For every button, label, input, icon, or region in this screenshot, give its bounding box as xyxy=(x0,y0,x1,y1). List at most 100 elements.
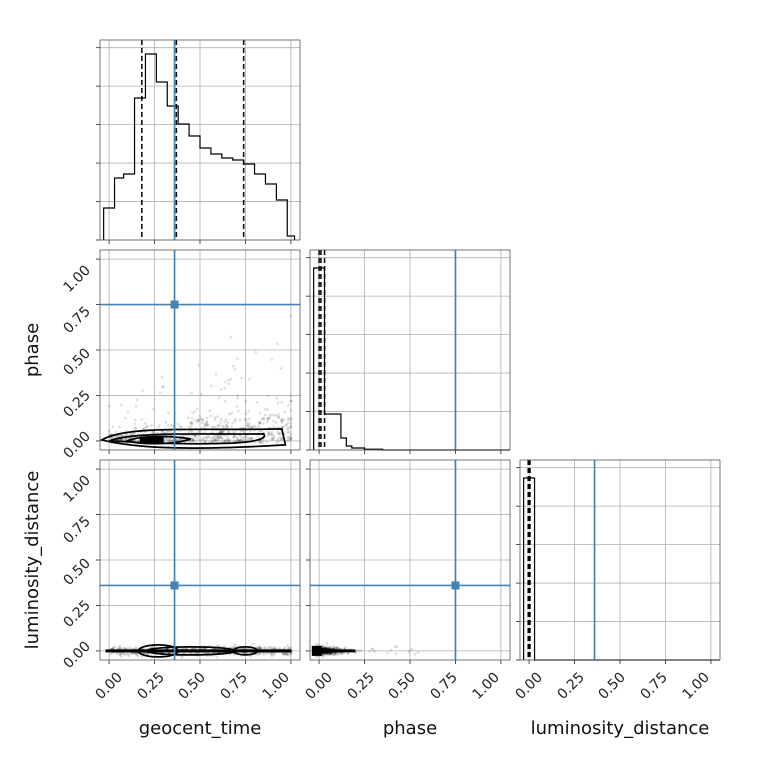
ytick-label: 0.25 xyxy=(60,388,93,421)
sample-point xyxy=(257,421,261,425)
sample-point xyxy=(328,647,332,651)
sample-point xyxy=(315,655,318,659)
sample-point xyxy=(329,652,332,656)
sample-point xyxy=(416,650,420,654)
sample-point xyxy=(196,434,199,438)
sample-point xyxy=(232,435,236,438)
sample-point xyxy=(322,647,326,651)
sample-point xyxy=(213,438,217,442)
sample-point xyxy=(251,642,255,646)
sample-point xyxy=(244,399,248,403)
sample-point xyxy=(213,418,217,421)
sample-point xyxy=(167,437,170,441)
sample-point xyxy=(265,440,269,444)
sample-point xyxy=(268,414,272,417)
sample-point xyxy=(166,430,170,434)
sample-point xyxy=(232,434,236,438)
sample-point xyxy=(336,653,340,657)
sample-point xyxy=(286,427,290,431)
sample-point xyxy=(322,646,326,650)
sample-point xyxy=(204,422,208,426)
sample-point xyxy=(191,438,195,442)
sample-point xyxy=(232,436,236,440)
sample-point xyxy=(326,651,330,655)
sample-point xyxy=(359,649,363,652)
sample-point xyxy=(326,647,330,650)
sample-point xyxy=(235,405,239,408)
sample-point xyxy=(260,429,263,433)
sample-point xyxy=(277,432,281,435)
sample-point xyxy=(221,430,224,433)
sample-point xyxy=(266,394,270,398)
sample-point xyxy=(200,437,204,441)
sample-point xyxy=(222,425,225,429)
sample-point xyxy=(262,652,266,656)
sample-point xyxy=(219,430,223,434)
density-contour xyxy=(108,433,266,445)
sample-point xyxy=(246,423,249,427)
sample-point xyxy=(239,438,243,442)
sample-point xyxy=(281,425,284,429)
sample-point xyxy=(289,314,293,318)
panel-frame xyxy=(309,249,511,451)
sample-point xyxy=(239,429,243,433)
sample-point xyxy=(395,645,399,648)
sample-point xyxy=(214,438,217,442)
sample-point xyxy=(111,425,115,429)
sample-point xyxy=(168,437,172,441)
sample-point xyxy=(325,646,329,650)
sample-point xyxy=(133,651,137,655)
sample-point xyxy=(236,438,240,442)
sample-point xyxy=(168,438,172,442)
sample-point xyxy=(211,439,215,443)
sample-point xyxy=(246,424,250,428)
panels-group xyxy=(96,39,721,664)
sample-point xyxy=(283,410,286,414)
sample-point xyxy=(231,645,235,649)
sample-point xyxy=(119,403,123,407)
sample-point xyxy=(248,436,251,440)
histogram-panel-geocent-time xyxy=(96,39,301,244)
sample-point xyxy=(194,419,198,422)
sample-point xyxy=(334,652,338,656)
sample-point xyxy=(203,440,207,444)
sample-point xyxy=(322,647,326,651)
ytick-label: 0.75 xyxy=(60,304,93,337)
sample-point xyxy=(118,653,122,657)
sample-point xyxy=(258,422,261,425)
sample-point xyxy=(156,425,160,429)
sample-point xyxy=(233,419,237,423)
sample-point xyxy=(115,435,119,439)
sample-point xyxy=(270,433,273,436)
sample-point xyxy=(289,435,293,439)
sample-point xyxy=(275,396,278,400)
sample-point xyxy=(247,422,251,426)
sample-point xyxy=(230,425,233,428)
xtick-labels-geocent-time: 0.00 0.25 0.50 0.75 1.00 xyxy=(92,670,292,703)
sample-point xyxy=(283,651,287,655)
xlabel-geocent-time: geocent_time xyxy=(139,718,262,739)
sample-point xyxy=(250,437,254,441)
sample-point xyxy=(189,424,193,428)
sample-point xyxy=(272,425,275,429)
sample-point xyxy=(276,440,280,444)
sample-point xyxy=(220,436,224,440)
sample-point xyxy=(277,416,280,420)
sample-point xyxy=(287,418,290,422)
sample-point xyxy=(219,418,223,421)
sample-point xyxy=(151,430,155,434)
sample-point xyxy=(289,418,293,422)
sample-point xyxy=(286,430,290,434)
xtick-label: 0.75 xyxy=(427,670,460,703)
xtick-label: 0.00 xyxy=(92,670,125,703)
sample-point xyxy=(223,420,227,424)
sample-point xyxy=(236,409,240,413)
sample-point xyxy=(195,407,199,411)
xtick-label: 0.50 xyxy=(595,670,628,703)
sample-point xyxy=(250,425,254,428)
sample-point xyxy=(259,646,263,650)
sample-point xyxy=(287,403,290,407)
sample-point xyxy=(146,652,150,656)
sample-point xyxy=(213,439,217,443)
sample-point xyxy=(287,646,291,650)
